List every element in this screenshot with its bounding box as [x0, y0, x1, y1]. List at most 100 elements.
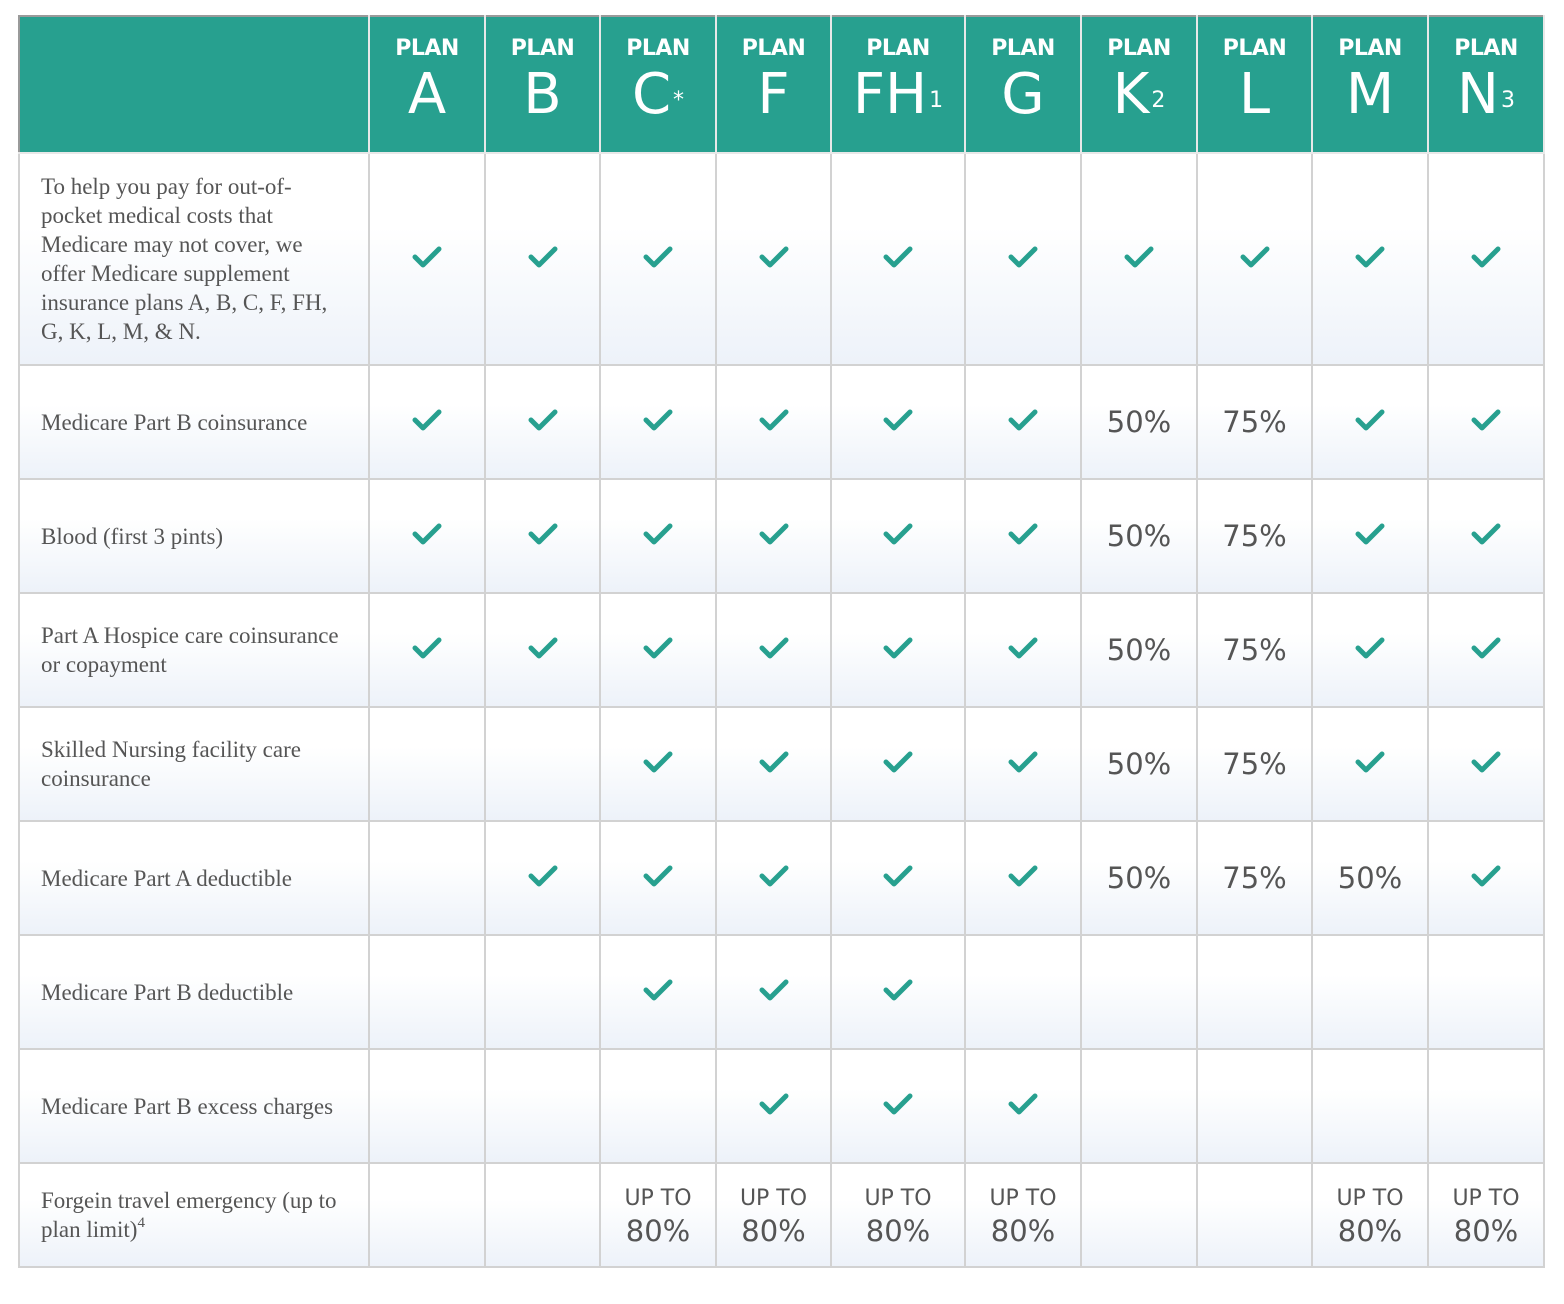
check-icon [1471, 637, 1501, 658]
plan-cell [484, 364, 601, 480]
plan-cell [1311, 364, 1429, 480]
plan-cell [1196, 152, 1313, 366]
plan-cell [715, 152, 832, 366]
plan-cell [715, 478, 832, 594]
plan-word: PLAN [395, 35, 459, 61]
check-icon [883, 409, 913, 430]
check-icon [528, 523, 557, 544]
check-icon [1008, 751, 1038, 772]
check-icon [1008, 246, 1038, 267]
check-icon [759, 1093, 788, 1114]
plan-superscript: 1 [929, 87, 944, 113]
plan-cell [1427, 592, 1545, 708]
plan-cell: UP TO 80% [964, 1162, 1082, 1268]
plan-cell: 50% [1080, 820, 1198, 936]
plan-letter-text: FH [852, 61, 928, 127]
check-icon [759, 409, 788, 430]
plan-cell [599, 592, 717, 708]
plan-cell: 75% [1196, 478, 1313, 594]
check-icon [883, 865, 913, 886]
plan-cell [1311, 934, 1429, 1050]
plan-cell [715, 706, 832, 822]
plan-letter-text: F [757, 61, 790, 127]
up-to-text: UP TO [624, 1186, 692, 1211]
plan-cell [484, 1162, 601, 1268]
plan-word: PLAN [991, 35, 1055, 61]
plan-cell: 50% [1080, 706, 1198, 822]
check-icon [759, 523, 788, 544]
plan-cell: UP TO 80% [1311, 1162, 1429, 1268]
row-label: To help you pay for out-of-pocket medica… [18, 152, 370, 366]
plan-cell [368, 592, 486, 708]
check-icon [1124, 246, 1154, 267]
plan-cell [964, 820, 1082, 936]
plan-cell [1311, 1048, 1429, 1164]
percent-text: 75% [1222, 861, 1287, 895]
up-to-text: UP TO [1452, 1186, 1520, 1211]
check-icon [1008, 637, 1038, 658]
table-row: Medicare Part B deductible [18, 934, 1545, 1050]
plan-cell [830, 1048, 966, 1164]
check-icon [883, 637, 913, 658]
check-icon [1008, 409, 1038, 430]
check-icon [759, 751, 788, 772]
row-label-text: Medicare Part B coinsurance [41, 409, 308, 435]
plan-cell [715, 820, 832, 936]
table-row: Medicare Part B excess charges [18, 1048, 1545, 1164]
plan-word: PLAN [510, 35, 575, 61]
plan-cell [368, 1162, 486, 1268]
plan-cell [484, 592, 601, 708]
plan-cell [599, 820, 717, 936]
row-label: Medicare Part A deductible [18, 820, 370, 936]
plan-letter: B [523, 62, 561, 127]
check-icon [883, 751, 913, 772]
plan-cell [964, 152, 1082, 366]
footnote-mark: 4 [137, 1215, 145, 1231]
percent-text: 75% [1222, 747, 1287, 781]
check-icon [412, 409, 442, 430]
check-icon [643, 409, 673, 430]
check-icon [883, 523, 913, 544]
plan-cell: 75% [1196, 364, 1313, 480]
plan-cell [830, 592, 966, 708]
row-label-text: To help you pay for out-of-pocket medica… [41, 174, 328, 344]
plan-header: PLAN M [1311, 16, 1429, 154]
plan-cell [368, 706, 486, 822]
plan-cell [599, 706, 717, 822]
check-icon [883, 246, 913, 267]
plan-cell [964, 478, 1082, 594]
plan-cell [599, 152, 717, 366]
check-icon [1008, 865, 1038, 886]
plan-cell: UP TO 80% [830, 1162, 966, 1268]
table-row: Skilled Nursing facility care coinsuranc… [18, 706, 1545, 822]
plan-letter: K2 [1113, 62, 1166, 127]
check-icon [1355, 409, 1385, 430]
plan-word: PLAN [866, 35, 930, 61]
plan-letter: L [1239, 62, 1270, 127]
up-to-block: UP TO 80% [966, 1183, 1080, 1247]
plan-cell [1196, 1048, 1313, 1164]
check-icon [528, 865, 557, 886]
plan-word: PLAN [626, 35, 690, 61]
plan-cell [368, 478, 486, 594]
check-icon [1471, 246, 1501, 267]
plan-cell [830, 364, 966, 480]
check-icon [759, 637, 788, 658]
plan-header: PLAN N3 [1427, 16, 1545, 154]
table-row: Medicare Part A deductible 50% 75% 50% [18, 820, 1545, 936]
up-to-value: 80% [625, 1214, 691, 1248]
plan-cell [484, 934, 601, 1050]
up-to-text: UP TO [864, 1186, 932, 1211]
plan-cell [964, 364, 1082, 480]
plan-word: PLAN [1454, 35, 1518, 61]
check-icon [1355, 637, 1385, 658]
row-label-text: Medicare Part B deductible [41, 979, 294, 1005]
plan-word: PLAN [741, 35, 806, 61]
plan-letter-text: N [1457, 61, 1499, 127]
check-icon [643, 637, 673, 658]
plan-cell [1311, 592, 1429, 708]
plan-superscript: 2 [1151, 87, 1166, 113]
table-row: Forgein travel emergency (up to plan lim… [18, 1162, 1545, 1268]
percent-text: 75% [1222, 405, 1287, 439]
row-label: Blood (first 3 pints) [18, 478, 370, 594]
